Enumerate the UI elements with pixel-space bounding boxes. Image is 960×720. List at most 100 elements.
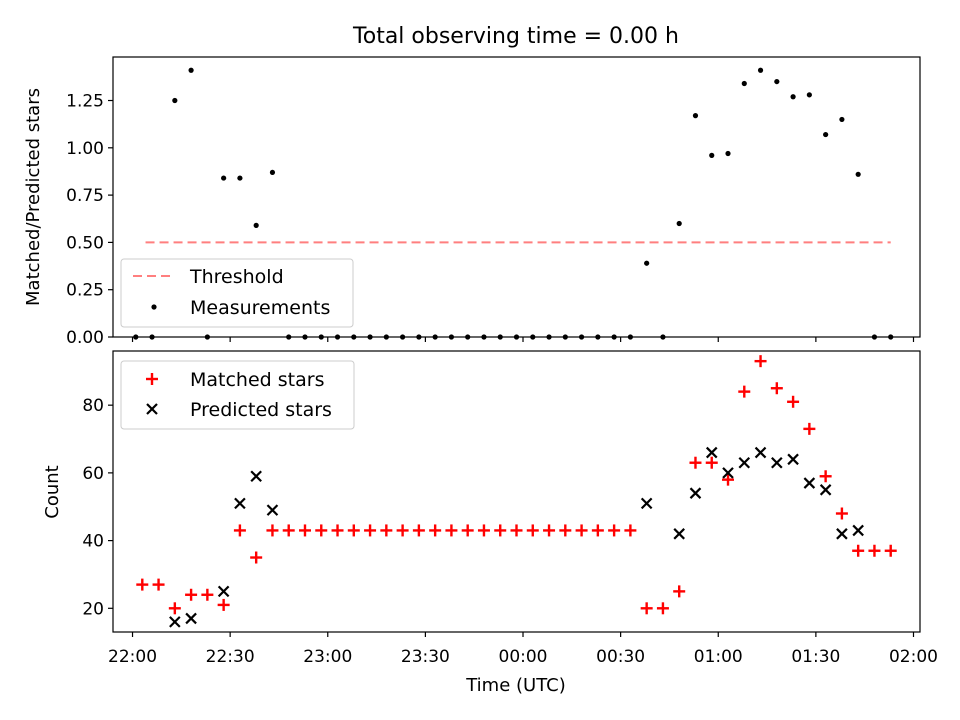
top-y-axis-label: Matched/Predicted stars: [23, 88, 44, 306]
legend-matched-swatch: [146, 373, 158, 385]
legend-predicted-swatch: [146, 403, 158, 415]
x-tick-label: 23:00: [303, 647, 352, 667]
matched-star-point: [217, 598, 230, 611]
measurement-point: [774, 78, 780, 85]
x-tick-label: 23:30: [401, 647, 450, 667]
matched-star-point: [689, 456, 702, 469]
matched-star-point: [266, 524, 279, 537]
x-tick-label: 01:00: [694, 647, 743, 667]
matched-star-point: [722, 473, 735, 486]
matched-star-point: [412, 524, 425, 537]
chart-title: Total observing time = 0.00 h: [352, 24, 679, 49]
measurement-point: [741, 80, 747, 87]
matched-star-point: [640, 602, 653, 615]
matched-star-point: [673, 585, 686, 598]
matched-star-point: [282, 524, 295, 537]
measurement-point: [855, 171, 861, 177]
bottom-y-tick-label: 60: [82, 464, 104, 484]
matched-star-point: [347, 524, 360, 537]
predicted-star-point: [787, 453, 799, 466]
top-y-tick-label: 1.00: [66, 139, 104, 159]
matched-star-point: [770, 382, 783, 395]
matched-star-point: [396, 524, 409, 537]
bottom-plot-frame: [112, 350, 921, 633]
top-legend: Threshold Measurements: [120, 258, 354, 328]
top-plot-frame: [112, 56, 921, 338]
matched-star-point: [201, 588, 214, 601]
legend-predicted-label: Predicted stars: [190, 399, 332, 421]
predicted-star-point: [705, 446, 718, 459]
matched-star-point: [364, 524, 377, 537]
predicted-star-point: [217, 585, 230, 598]
matched-star-point: [168, 602, 181, 615]
top-y-tick-label: 0.75: [66, 186, 104, 206]
bottom-legend: Matched stars Predicted stars: [120, 360, 355, 430]
predicted-star-point: [771, 456, 783, 469]
matched-star-point: [868, 544, 881, 557]
x-tick-label: 02:00: [889, 647, 938, 667]
matched-star-point: [591, 524, 604, 537]
top-y-tick-label: 0.50: [66, 233, 104, 253]
predicted-star-point: [250, 470, 262, 483]
x-axis-label: Time (UTC): [465, 675, 566, 696]
top-legend-box: [120, 258, 354, 328]
matched-star-point: [477, 524, 490, 537]
predicted-star-point: [169, 616, 181, 628]
matched-star-point: [461, 524, 474, 537]
top-y-tick-label: 0.25: [66, 281, 104, 301]
measurement-point: [676, 220, 682, 227]
predicted-star-point: [738, 456, 751, 469]
matched-star-point: [656, 602, 669, 615]
legend-measurements-label: Measurements: [190, 297, 330, 319]
matched-star-point: [250, 551, 263, 564]
matched-star-point: [803, 422, 816, 435]
matched-star-point: [543, 524, 556, 537]
matched-star-point: [233, 524, 246, 537]
predicted-star-point: [673, 528, 685, 540]
matched-star-point: [510, 524, 523, 537]
matched-star-point: [575, 524, 588, 537]
matched-star-point: [445, 524, 458, 537]
bottom-y-tick-label: 40: [82, 532, 104, 552]
top-panel: 0.00 0.25 0.50 0.75 1.00 1.25 Matched/Predict…: [23, 56, 921, 348]
measurement-point: [757, 67, 764, 73]
measurement-point: [806, 92, 812, 98]
legend-measurements-swatch: [151, 304, 157, 310]
matched-star-point: [331, 524, 344, 537]
matched-star-point: [624, 524, 637, 537]
top-y-tick-label: 0.00: [66, 328, 104, 348]
bottom-y-tick-label: 20: [82, 599, 104, 619]
measurement-point: [692, 113, 699, 119]
matched-star-point: [185, 588, 198, 601]
legend-threshold-label: Threshold: [189, 266, 284, 288]
matched-star-point: [559, 524, 572, 537]
predicted-star-point: [803, 477, 816, 489]
matched-star-point: [754, 355, 767, 368]
x-tick-label: 00:00: [499, 647, 548, 667]
matched-star-point: [852, 544, 865, 557]
measurement-point: [839, 116, 845, 123]
predicted-star-point: [819, 484, 832, 496]
matched-star-point: [608, 524, 621, 537]
matched-star-point: [705, 456, 718, 469]
measurement-point: [790, 94, 796, 100]
measurement-point: [823, 131, 829, 138]
x-tick-label: 00:30: [596, 647, 645, 667]
matched-star-point: [315, 524, 328, 537]
predicted-star-point: [722, 467, 734, 479]
measurement-point: [253, 222, 259, 228]
predicted-star-point: [234, 497, 246, 510]
predicted-star-point: [836, 528, 848, 540]
bottom-legend-box: [120, 360, 355, 430]
predicted-star-point: [266, 504, 279, 516]
matched-star-point: [819, 470, 832, 483]
matched-star-point: [298, 524, 311, 537]
measurement-point: [221, 175, 227, 181]
predicted-star-point: [689, 487, 702, 499]
bottom-y-tick-label: 80: [82, 396, 104, 416]
predicted-star-point: [852, 524, 864, 537]
measurement-point: [172, 97, 178, 104]
measurement-point: [725, 150, 731, 157]
predicted-star-point: [185, 612, 197, 625]
